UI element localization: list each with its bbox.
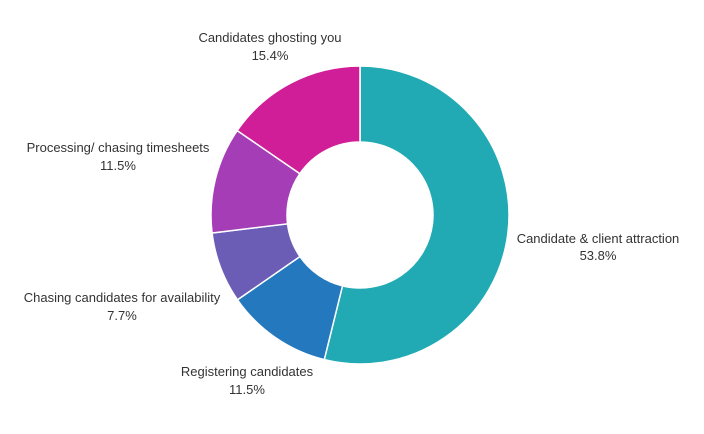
slice-percent-label: 11.5% [229,382,265,397]
slice-label-registering-candidates: Registering candidates 11.5% [181,364,314,397]
slice-label-chasing-candidates: Chasing candidates for availability 7.7% [24,290,221,323]
slice-label-candidates-ghosting: Candidates ghosting you 15.4% [198,30,341,63]
slice-name-label: Processing/ chasing timesheets [27,140,210,155]
slice-name-label: Candidate & client attraction [517,231,680,246]
slice-percent-label: 7.7% [107,308,137,323]
donut-slice-4 [236,65,361,175]
slice-label-candidate-client-attraction: Candidate & client attraction 53.8% [517,231,680,263]
donut-slices [210,65,510,365]
slice-percent-label: 53.8% [580,248,617,263]
slice-name-label: Chasing candidates for availability [24,290,221,305]
slice-percent-label: 11.5% [100,158,136,173]
slice-name-label: Registering candidates [181,364,314,379]
slice-percent-label: 15.4% [252,48,289,63]
donut-slice-0 [323,65,510,365]
slice-name-label: Candidates ghosting you [198,30,341,45]
slice-label-processing-timesheets: Processing/ chasing timesheets 11.5% [27,140,210,173]
